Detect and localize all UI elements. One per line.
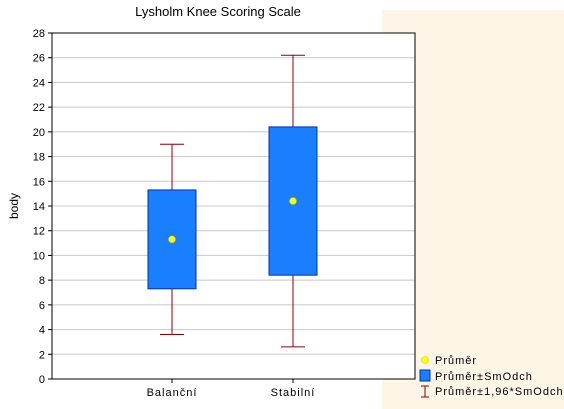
- x-tick-label: Stabilní: [271, 387, 316, 399]
- mean-marker: [289, 197, 297, 205]
- y-tick-label: 12: [33, 226, 45, 238]
- chart-legend: Průměr Průměr±SmOdch Průměr±1,96*SmOdch: [419, 355, 564, 398]
- legend-label: Průměr±SmOdch: [435, 371, 533, 383]
- y-tick-label: 28: [33, 28, 45, 40]
- y-axis-title: body: [7, 193, 21, 219]
- y-tick-label: 10: [33, 250, 45, 262]
- legend-mean-swatch: [421, 356, 429, 364]
- y-tick-label: 4: [39, 325, 45, 337]
- y-tick-label: 20: [33, 127, 45, 139]
- y-tick-label: 6: [39, 300, 45, 312]
- chart-title: Lysholm Knee Scoring Scale: [135, 4, 301, 19]
- y-tick-label: 18: [33, 152, 45, 164]
- outer-background-lower-right: [416, 10, 564, 409]
- y-tick-label: 0: [39, 374, 45, 386]
- legend-box-swatch: [419, 369, 431, 382]
- y-tick-label: 8: [39, 275, 45, 287]
- y-tick-label: 14: [33, 201, 45, 213]
- y-tick-label: 2: [39, 349, 45, 361]
- mean-marker: [168, 235, 176, 244]
- x-tick-label: Balanční: [147, 387, 198, 399]
- legend-label: Průměr±1,96*SmOdch: [435, 386, 564, 398]
- y-tick-label: 26: [33, 53, 45, 65]
- y-tick-label: 22: [33, 102, 45, 114]
- outer-background-left: [0, 10, 20, 409]
- y-tick-label: 24: [33, 77, 45, 89]
- plot-frame: [51, 32, 416, 380]
- y-tick-label: 16: [33, 176, 45, 188]
- legend-label: Průměr: [435, 355, 477, 367]
